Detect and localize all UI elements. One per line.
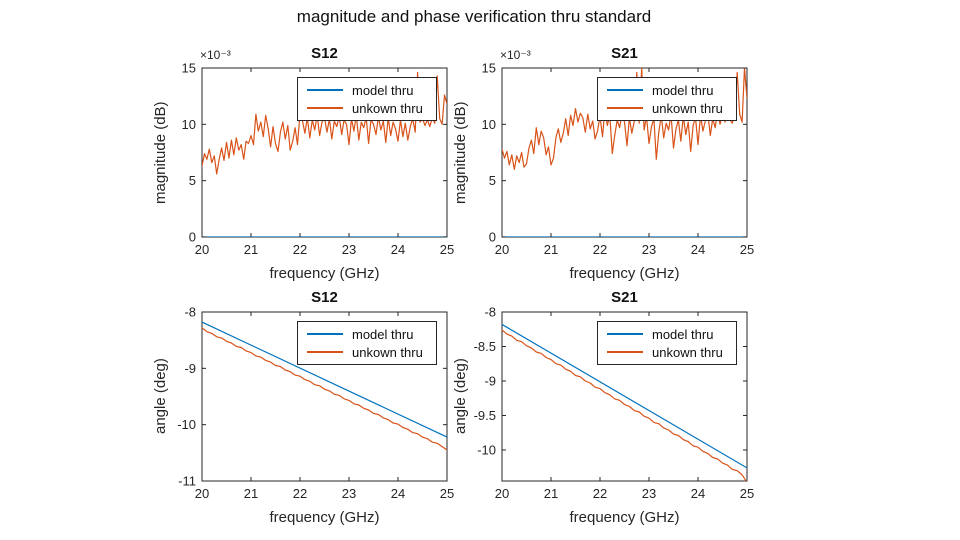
x-tick-label: 20: [495, 486, 509, 501]
x-tick-label: 25: [440, 242, 454, 257]
subplot-s12-magnitude: 20 21 22 23 24 25 0 5 10 15 S12 ×10⁻³ magnitude (…: [140, 44, 460, 289]
y-axis-label: magnitude (dB): [152, 101, 169, 204]
x-axis-label: frequency (GHz): [569, 509, 680, 526]
y-axis-multiplier: ×10⁻³: [500, 48, 531, 62]
y-tick-label: 10: [182, 117, 196, 132]
y-tick-label: -9: [184, 361, 196, 376]
y-tick-label: -10: [477, 442, 496, 457]
series-line-unkown-thru: [202, 327, 447, 451]
x-tick-label: 21: [544, 242, 558, 257]
legend-label: model thru: [652, 326, 714, 342]
y-tick-label: 0: [189, 230, 196, 245]
legend-line-sample-model: [607, 333, 643, 335]
legend-item-model-thru: model thru: [307, 84, 436, 97]
x-tick-label: 24: [391, 486, 405, 501]
plot-area: 20 21 22 23 24 25 0 5 10 15: [482, 61, 755, 258]
legend-line-sample-unknown: [307, 351, 343, 353]
x-tick-label: 20: [195, 242, 209, 257]
x-tick-label: 24: [391, 242, 405, 257]
y-axis-label: magnitude (dB): [452, 101, 469, 204]
y-tick-label: 15: [482, 61, 496, 76]
y-tick-label: 5: [489, 173, 496, 188]
x-tick-label: 23: [342, 242, 356, 257]
x-axis-label: frequency (GHz): [269, 509, 380, 526]
x-tick-label: 24: [691, 242, 705, 257]
legend-label: unkown thru: [352, 344, 423, 360]
legend-line-sample-model: [607, 89, 643, 91]
y-tick-label: -8: [184, 305, 196, 320]
x-tick-label: 22: [593, 486, 607, 501]
legend-label: model thru: [652, 82, 714, 98]
x-tick-label: 22: [293, 486, 307, 501]
x-tick-label: 25: [440, 486, 454, 501]
y-tick-label: 15: [182, 61, 196, 76]
legend: model thru unkown thru: [297, 77, 437, 121]
x-tick-label: 20: [495, 242, 509, 257]
subplot-s12-angle: 20 21 22 23 24 25 -8 -9 -10 -11 S12 angle (deg) f…: [140, 288, 460, 533]
legend-line-sample-unknown: [607, 351, 643, 353]
x-tick-label: 23: [342, 486, 356, 501]
subplot-title: S12: [311, 45, 338, 62]
y-tick-label: -9: [484, 373, 496, 388]
y-tick-label: -9.5: [474, 408, 496, 423]
y-axis-multiplier: ×10⁻³: [200, 48, 231, 62]
legend: model thru unkown thru: [597, 321, 737, 365]
legend-label: unkown thru: [652, 344, 723, 360]
x-tick-label: 21: [244, 486, 258, 501]
legend-item-model-thru: model thru: [307, 328, 436, 341]
y-axis-label: angle (deg): [152, 358, 169, 435]
legend-label: model thru: [352, 326, 414, 342]
x-tick-label: 24: [691, 486, 705, 501]
legend-line-sample-model: [307, 89, 343, 91]
x-tick-label: 22: [593, 242, 607, 257]
x-tick-label: 25: [740, 242, 754, 257]
axes-box: [501, 311, 748, 482]
subplot-s21-magnitude: 20 21 22 23 24 25 0 5 10 15 S21 ×10⁻³ magnitude (…: [440, 44, 760, 289]
legend: model thru unkown thru: [297, 321, 437, 365]
legend-line-sample-unknown: [607, 107, 643, 109]
series-line-unkown-thru: [502, 329, 747, 481]
y-axis-label: angle (deg): [452, 358, 469, 435]
y-tick-label: 10: [482, 117, 496, 132]
y-tick-label: 0: [489, 230, 496, 245]
x-axis-label: frequency (GHz): [569, 265, 680, 282]
legend: model thru unkown thru: [597, 77, 737, 121]
subplot-title: S12: [311, 289, 338, 306]
legend-label: unkown thru: [352, 100, 423, 116]
subplot-s21-angle: 20 21 22 23 24 25 -8 -8.5 -9 -9.5 -10 S21 angle (d…: [440, 288, 760, 533]
x-tick-label: 23: [642, 486, 656, 501]
plot-area: 20 21 22 23 24 25 -8 -9 -10 -11: [177, 305, 454, 502]
legend-line-sample-model: [307, 333, 343, 335]
x-tick-label: 20: [195, 486, 209, 501]
subplot-title: S21: [611, 289, 638, 306]
legend-item-model-thru: model thru: [607, 84, 736, 97]
x-tick-label: 21: [544, 486, 558, 501]
x-axis-label: frequency (GHz): [269, 265, 380, 282]
legend-label: model thru: [352, 82, 414, 98]
legend-label: unkown thru: [652, 100, 723, 116]
series-line-model-thru: [202, 321, 447, 438]
series-line-model-thru: [502, 323, 747, 469]
y-tick-label: -8: [484, 305, 496, 320]
plot-area: 20 21 22 23 24 25 -8 -8.5 -9 -9.5 -10: [474, 305, 755, 502]
legend-item-unkown-thru: unkown thru: [607, 102, 736, 115]
y-tick-label: -10: [177, 417, 196, 432]
y-tick-label: -11: [178, 474, 196, 489]
legend-line-sample-unknown: [307, 107, 343, 109]
legend-item-unkown-thru: unkown thru: [307, 346, 436, 359]
x-tick-label: 25: [740, 486, 754, 501]
legend-item-unkown-thru: unkown thru: [607, 346, 736, 359]
x-tick-label: 22: [293, 242, 307, 257]
y-tick-label: 5: [189, 173, 196, 188]
y-tick-label: -8.5: [474, 339, 496, 354]
x-tick-label: 21: [244, 242, 258, 257]
subplot-title: S21: [611, 45, 638, 62]
plot-area: 20 21 22 23 24 25 0 5 10 15: [182, 61, 455, 258]
x-tick-label: 23: [642, 242, 656, 257]
legend-item-model-thru: model thru: [607, 328, 736, 341]
figure-title: magnitude and phase verification thru st…: [296, 7, 652, 26]
axes-box: [201, 311, 448, 482]
legend-item-unkown-thru: unkown thru: [307, 102, 436, 115]
